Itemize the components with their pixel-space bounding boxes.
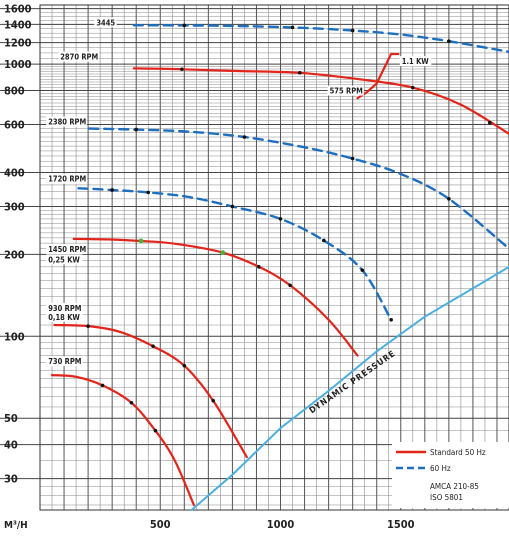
data-point bbox=[134, 128, 138, 132]
data-point bbox=[110, 188, 114, 192]
data-point bbox=[411, 86, 415, 90]
curve-annotation: 1720 RPM bbox=[48, 175, 86, 184]
data-point bbox=[488, 121, 492, 125]
curve-annotation: 0,18 KW bbox=[48, 313, 80, 322]
curve-annotation: 0,25 KW bbox=[48, 255, 80, 264]
data-point bbox=[351, 29, 355, 33]
y-tick-label: 800 bbox=[4, 85, 25, 98]
curve-annotation: 3445 bbox=[96, 18, 115, 27]
curve-annotation: 930 RPM bbox=[48, 304, 82, 313]
y-tick-label: 1600 bbox=[4, 3, 32, 16]
data-point bbox=[183, 364, 187, 368]
data-point-green bbox=[220, 250, 225, 255]
data-point bbox=[243, 135, 247, 139]
curve-annotation: 2380 RPM bbox=[48, 118, 86, 127]
data-point bbox=[130, 401, 134, 405]
data-point bbox=[183, 24, 187, 28]
data-point bbox=[154, 429, 158, 433]
y-tick-label: 50 bbox=[4, 412, 18, 425]
y-tick-label: 1000 bbox=[4, 58, 32, 71]
data-point-green bbox=[139, 239, 144, 244]
y-tick-label: 40 bbox=[4, 439, 18, 452]
curve-annotation: 1.1 KW bbox=[402, 57, 430, 66]
y-tick-label: 600 bbox=[4, 119, 25, 132]
y-tick-label: 1400 bbox=[4, 18, 32, 31]
data-point bbox=[101, 384, 105, 388]
data-point bbox=[211, 399, 215, 403]
data-point bbox=[279, 217, 283, 221]
curve-annotation: 1450 RPM bbox=[48, 245, 86, 254]
y-tick-label: 200 bbox=[4, 248, 25, 261]
data-point bbox=[291, 26, 295, 30]
y-tick-label: 1200 bbox=[4, 37, 32, 50]
data-point bbox=[180, 67, 184, 71]
curve-annotation: 730 RPM bbox=[48, 357, 82, 366]
data-point bbox=[322, 239, 326, 243]
x-tick-label: 500 bbox=[150, 518, 171, 531]
x-axis-label: M³/H bbox=[4, 520, 28, 531]
data-point bbox=[447, 197, 451, 201]
legend-label-iso: ISO 5801 bbox=[430, 493, 463, 502]
data-point bbox=[86, 324, 90, 328]
y-tick-label: 100 bbox=[4, 330, 25, 343]
data-point bbox=[298, 71, 302, 75]
data-point bbox=[389, 318, 393, 322]
y-tick-label: 300 bbox=[4, 200, 25, 213]
curve-annotation: 575 RPM bbox=[330, 87, 364, 96]
curve-annotation: 2870 RPM bbox=[60, 53, 98, 62]
data-point bbox=[151, 344, 155, 348]
data-point bbox=[351, 157, 355, 161]
legend-label-amca: AMCA 210-85 bbox=[430, 482, 479, 491]
y-tick-label: 30 bbox=[4, 473, 18, 486]
data-point bbox=[146, 191, 150, 195]
data-point bbox=[447, 39, 451, 43]
data-point bbox=[288, 283, 292, 287]
data-point bbox=[360, 268, 364, 272]
x-tick-label: 1500 bbox=[387, 518, 415, 531]
x-tick-label: 1000 bbox=[267, 518, 295, 531]
y-tick-label: 400 bbox=[4, 166, 25, 179]
data-point bbox=[231, 205, 235, 209]
legend-label-standard: Standard 50 Hz bbox=[430, 448, 486, 457]
data-point bbox=[257, 265, 261, 269]
legend-label-60hz: 60 Hz bbox=[430, 464, 451, 473]
